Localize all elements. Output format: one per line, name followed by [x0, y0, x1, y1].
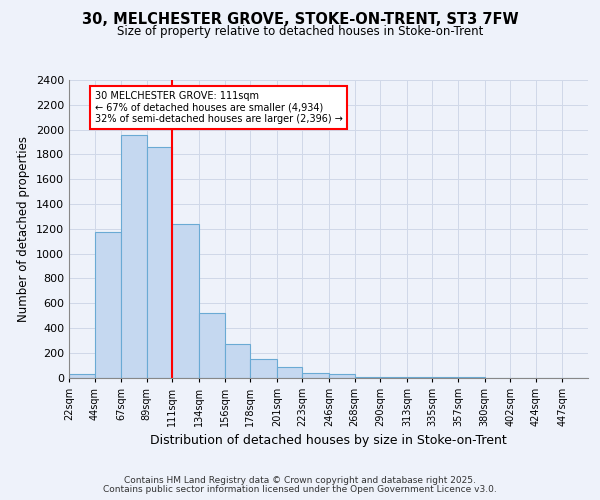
- Text: Contains HM Land Registry data © Crown copyright and database right 2025.: Contains HM Land Registry data © Crown c…: [124, 476, 476, 485]
- Bar: [172, 224, 199, 378]
- X-axis label: Distribution of detached houses by size in Stoke-on-Trent: Distribution of detached houses by size …: [150, 434, 507, 447]
- Bar: [199, 313, 224, 378]
- Bar: [302, 372, 329, 378]
- Bar: [69, 374, 95, 378]
- Text: Contains public sector information licensed under the Open Government Licence v3: Contains public sector information licen…: [103, 485, 497, 494]
- Y-axis label: Number of detached properties: Number of detached properties: [17, 136, 31, 322]
- Bar: [329, 374, 355, 378]
- Bar: [121, 134, 147, 378]
- Bar: [147, 147, 172, 378]
- Bar: [224, 344, 250, 378]
- Bar: [250, 359, 277, 378]
- Text: Size of property relative to detached houses in Stoke-on-Trent: Size of property relative to detached ho…: [117, 25, 483, 38]
- Text: 30, MELCHESTER GROVE, STOKE-ON-TRENT, ST3 7FW: 30, MELCHESTER GROVE, STOKE-ON-TRENT, ST…: [82, 12, 518, 28]
- Bar: [95, 232, 121, 378]
- Bar: [355, 377, 380, 378]
- Bar: [277, 367, 302, 378]
- Text: 30 MELCHESTER GROVE: 111sqm
← 67% of detached houses are smaller (4,934)
32% of : 30 MELCHESTER GROVE: 111sqm ← 67% of det…: [95, 91, 343, 124]
